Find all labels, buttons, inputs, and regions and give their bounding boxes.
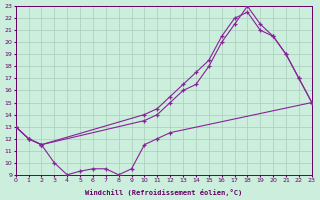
X-axis label: Windchill (Refroidissement éolien,°C): Windchill (Refroidissement éolien,°C) — [85, 189, 242, 196]
